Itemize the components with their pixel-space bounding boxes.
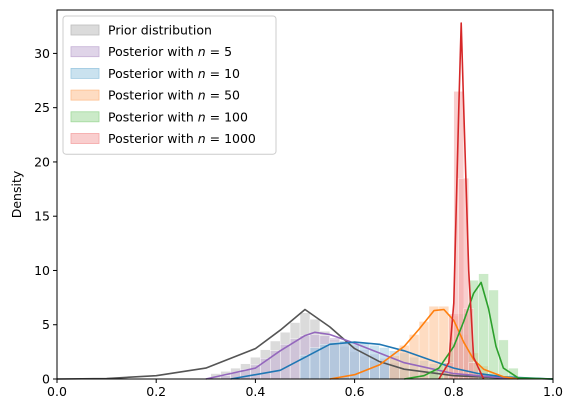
x-tick-label-4: 0.8 [444,384,464,399]
legend-label-2: Posterior with n = 10 [108,66,240,81]
legend-label-1: Posterior with n = 5 [108,44,232,59]
x-tick-label-5: 1.0 [543,384,563,399]
x-tick-label-2: 0.4 [245,384,265,399]
x-tick-label-0: 0.0 [47,384,67,399]
histogram-layer [210,91,519,380]
legend-swatch-2 [70,68,100,79]
plot-area [56,22,554,380]
y-tick-label-2: 10 [34,263,50,278]
kde-line-series-5 [438,22,485,380]
y-tick-label-6: 30 [34,46,50,61]
kde-line-series-1 [205,331,554,380]
y-tick-label-3: 15 [34,209,50,224]
legend: Prior distribution Posterior with n = 5 Po… [62,15,277,155]
legend-label-0: Prior distribution [108,23,212,38]
legend-swatch-0 [70,24,100,36]
histogram-bar-series-3-2 [408,334,420,380]
legend-label-4: Posterior with n = 100 [108,109,248,124]
x-tick-label-3: 0.6 [345,384,365,399]
ticks-layer: 0.0 0.2 0.4 0.6 0.8 1.0 0 5 10 15 20 25 30 [34,46,563,399]
legend-label-5: Posterior with n = 1000 [108,131,256,146]
histogram-bar-series-1-7 [289,338,301,380]
kde-line-series-0 [56,308,554,380]
y-axis-label: Density [9,170,24,218]
kde-layer [56,22,554,380]
kde-line-series-4 [404,281,554,380]
y-tick-label-0: 0 [42,372,50,387]
legend-swatch-4 [70,111,100,123]
axes-frame [56,9,554,380]
y-tick-label-4: 20 [34,154,50,169]
histogram-bar-series-2-3 [329,341,340,380]
legend-swatch-5 [70,133,100,144]
histogram-bar-series-2-4 [339,340,350,380]
kde-line-series-2 [230,341,554,380]
legend-label-3: Posterior with n = 50 [108,88,240,103]
legend-swatch-3 [70,89,100,101]
y-tick-label-1: 5 [42,317,50,332]
legend-box [62,15,277,155]
kde-line-series-3 [329,308,519,380]
histogram-bar-series-3-3 [418,321,430,380]
x-tick-label-1: 0.2 [146,384,166,399]
legend-swatch-1 [70,46,100,58]
histogram-bar-series-1-3 [250,364,261,380]
y-tick-label-5: 25 [34,100,50,115]
